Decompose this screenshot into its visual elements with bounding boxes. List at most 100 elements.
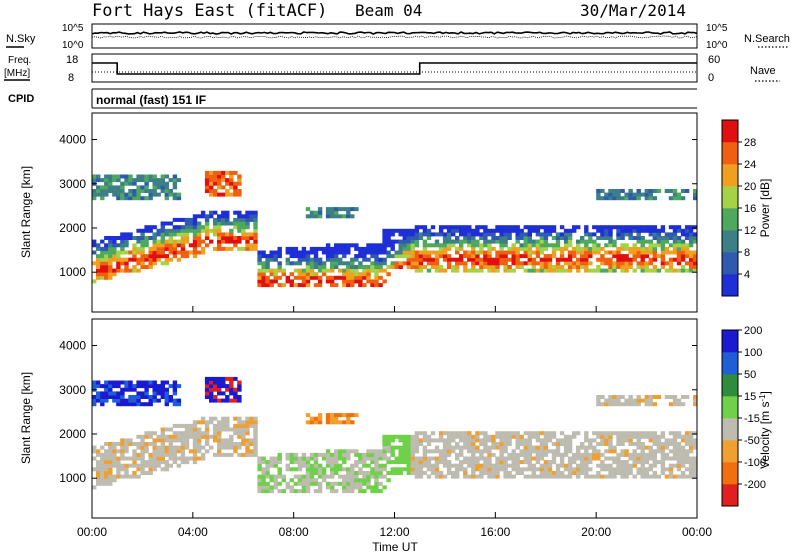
velocity-cell: [446, 460, 452, 465]
velocity-cell: [608, 449, 613, 454]
velocity-cell: [600, 467, 605, 472]
velocity-cell: [116, 442, 121, 446]
power-cell: [648, 250, 653, 255]
velocity-cell: [289, 460, 294, 465]
power-cell: [680, 189, 686, 193]
velocity-cell: [180, 423, 186, 428]
velocity-cell: [330, 481, 335, 486]
velocity-cell: [430, 449, 436, 454]
velocity-cell: [632, 452, 637, 457]
velocity-cell: [132, 449, 137, 454]
velocity-cell: [519, 460, 524, 465]
velocity-cell: [555, 438, 561, 443]
velocity-cell: [390, 445, 395, 450]
velocity-cell: [184, 438, 190, 443]
velocity-cell: [451, 463, 456, 468]
velocity-cell: [543, 463, 549, 468]
velocity-cell: [297, 478, 303, 483]
velocity-cell: [366, 471, 371, 475]
power-cell: [233, 239, 238, 244]
velocity-cell: [438, 438, 444, 443]
velocity-cell: [559, 456, 565, 461]
velocity-cell: [644, 460, 649, 465]
velocity-cell: [120, 456, 125, 461]
velocity-cell: [394, 445, 399, 450]
power-cell: [684, 250, 690, 255]
cpid-value: normal (fast) 151 IF: [96, 93, 206, 107]
velocity-cell: [168, 427, 173, 432]
power-cell: [588, 250, 593, 255]
power-cell: [108, 272, 113, 277]
power-cell: [660, 265, 666, 269]
velocity-cell: [253, 449, 258, 454]
power-cell: [596, 268, 601, 273]
power-cell: [124, 239, 129, 244]
velocity-cell: [148, 434, 153, 439]
colorbar-segment: [722, 208, 738, 231]
power-cell: [507, 225, 512, 230]
power-cell: [394, 239, 399, 244]
power-cell: [277, 275, 282, 280]
power-cell: [668, 189, 674, 193]
velocity-cell: [386, 471, 391, 475]
power-cell: [620, 225, 625, 230]
velocity-cell: [148, 467, 153, 472]
power-cell: [527, 239, 532, 244]
power-cell: [418, 268, 424, 273]
velocity-cell: [491, 445, 496, 450]
velocity-cell: [237, 427, 242, 432]
power-cell: [519, 228, 524, 233]
power-cell: [527, 254, 532, 259]
power-cell: [317, 246, 323, 251]
velocity-cell: [156, 452, 161, 457]
power-cell: [317, 261, 323, 266]
power-cell: [382, 261, 387, 266]
power-cell: [108, 181, 113, 186]
power-cell: [406, 257, 411, 262]
power-cell: [620, 228, 625, 233]
velocity-cell: [164, 463, 169, 468]
power-cell: [104, 192, 109, 197]
velocity-cell: [200, 434, 206, 439]
power-cell: [269, 268, 274, 273]
power-cell: [245, 232, 250, 237]
power-cell: [471, 243, 476, 248]
velocity-cell: [108, 471, 113, 475]
velocity-cell: [511, 474, 516, 479]
velocity-cell: [313, 416, 319, 421]
power-cell: [612, 243, 617, 248]
velocity-cell: [406, 456, 411, 461]
power-cell: [164, 185, 169, 190]
velocity-cell: [430, 431, 436, 436]
power-cell: [503, 239, 508, 244]
power-cell: [519, 254, 524, 259]
velocity-cell: [620, 474, 625, 479]
power-cell: [446, 232, 452, 237]
velocity-cell: [96, 395, 101, 399]
power-cell: [366, 272, 371, 277]
power-cell: [620, 261, 625, 266]
power-cell: [261, 265, 266, 269]
power-cell: [176, 232, 182, 237]
velocity-cell: [160, 438, 165, 443]
velocity-cell: [386, 434, 391, 439]
velocity-cell: [346, 420, 351, 425]
power-cell: [608, 268, 613, 273]
power-cell: [503, 257, 508, 262]
velocity-cell: [535, 445, 541, 450]
velocity-cell: [576, 471, 581, 475]
power-cell: [132, 254, 137, 259]
power-cell: [563, 257, 569, 262]
power-cell: [124, 192, 129, 197]
power-cell: [459, 232, 464, 237]
velocity-cell: [176, 384, 182, 389]
power-cell: [188, 250, 194, 255]
velocity-cell: [160, 434, 165, 439]
power-cell: [293, 250, 299, 255]
velocity-cell: [442, 438, 448, 443]
velocity-cell: [422, 452, 428, 457]
power-cell: [596, 228, 601, 233]
power-cell: [378, 283, 383, 288]
velocity-cell: [580, 445, 585, 450]
